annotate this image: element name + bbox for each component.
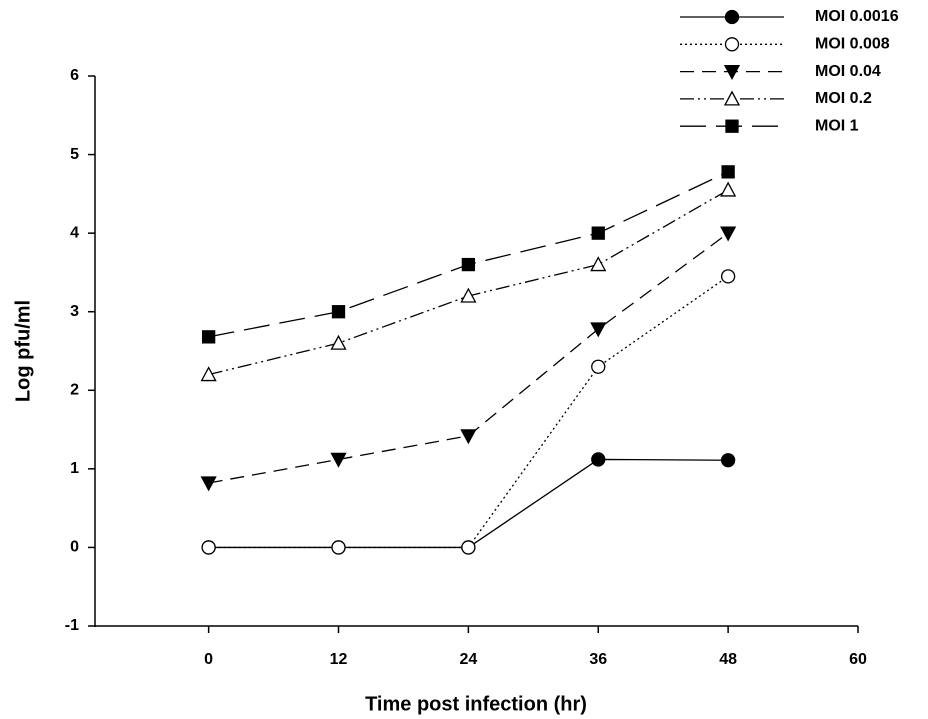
legend-label: MOI 0.0016 <box>815 8 899 25</box>
x-tick-label: 0 <box>204 651 213 668</box>
legend-label: MOI 0.2 <box>815 90 872 107</box>
marker <box>590 256 607 272</box>
marker <box>590 322 607 338</box>
marker <box>721 165 735 179</box>
marker <box>201 330 216 344</box>
y-tick-label: 2 <box>70 382 79 399</box>
y-tick-label: -1 <box>65 617 79 634</box>
legend-label: MOI 0.04 <box>815 63 881 80</box>
legend-marker <box>723 64 741 80</box>
y-tick-label: 6 <box>70 67 79 84</box>
legend-marker <box>724 9 740 25</box>
legend-label: MOI 1 <box>815 117 859 134</box>
y-tick-label: 5 <box>70 146 79 163</box>
legend-label: MOI 0.008 <box>815 36 890 53</box>
legend-marker <box>723 90 741 106</box>
marker <box>460 429 477 445</box>
marker <box>330 452 347 468</box>
x-tick-label: 60 <box>849 651 867 668</box>
marker <box>461 257 476 272</box>
x-tick-label: 24 <box>459 651 477 668</box>
y-axis-title: Log pfu/ml <box>12 300 34 402</box>
marker <box>591 226 605 240</box>
x-tick-label: 36 <box>589 651 607 668</box>
series-line <box>208 232 729 484</box>
marker <box>720 181 737 197</box>
y-tick-label: 0 <box>70 539 79 556</box>
marker <box>591 359 606 374</box>
marker <box>201 540 216 555</box>
marker <box>461 540 476 555</box>
series-line <box>208 458 729 549</box>
marker <box>591 452 606 467</box>
marker <box>720 453 736 468</box>
x-tick-label: 48 <box>719 651 737 668</box>
series-line <box>208 189 729 376</box>
series-line <box>208 275 729 549</box>
marker <box>330 334 347 350</box>
marker <box>331 305 346 319</box>
marker <box>200 366 217 382</box>
series-line <box>208 171 729 338</box>
marker <box>331 540 346 555</box>
x-tick-label: 12 <box>330 651 348 668</box>
marker <box>460 287 477 303</box>
legend-marker <box>725 119 739 133</box>
legend-marker <box>724 37 740 52</box>
x-axis-title: Time post infection (hr) <box>365 693 587 715</box>
y-tick-label: 4 <box>70 224 79 241</box>
marker <box>200 476 217 492</box>
y-tick-label: 3 <box>70 303 79 320</box>
y-tick-label: 1 <box>70 460 79 477</box>
marker <box>720 226 737 242</box>
marker <box>720 269 736 284</box>
